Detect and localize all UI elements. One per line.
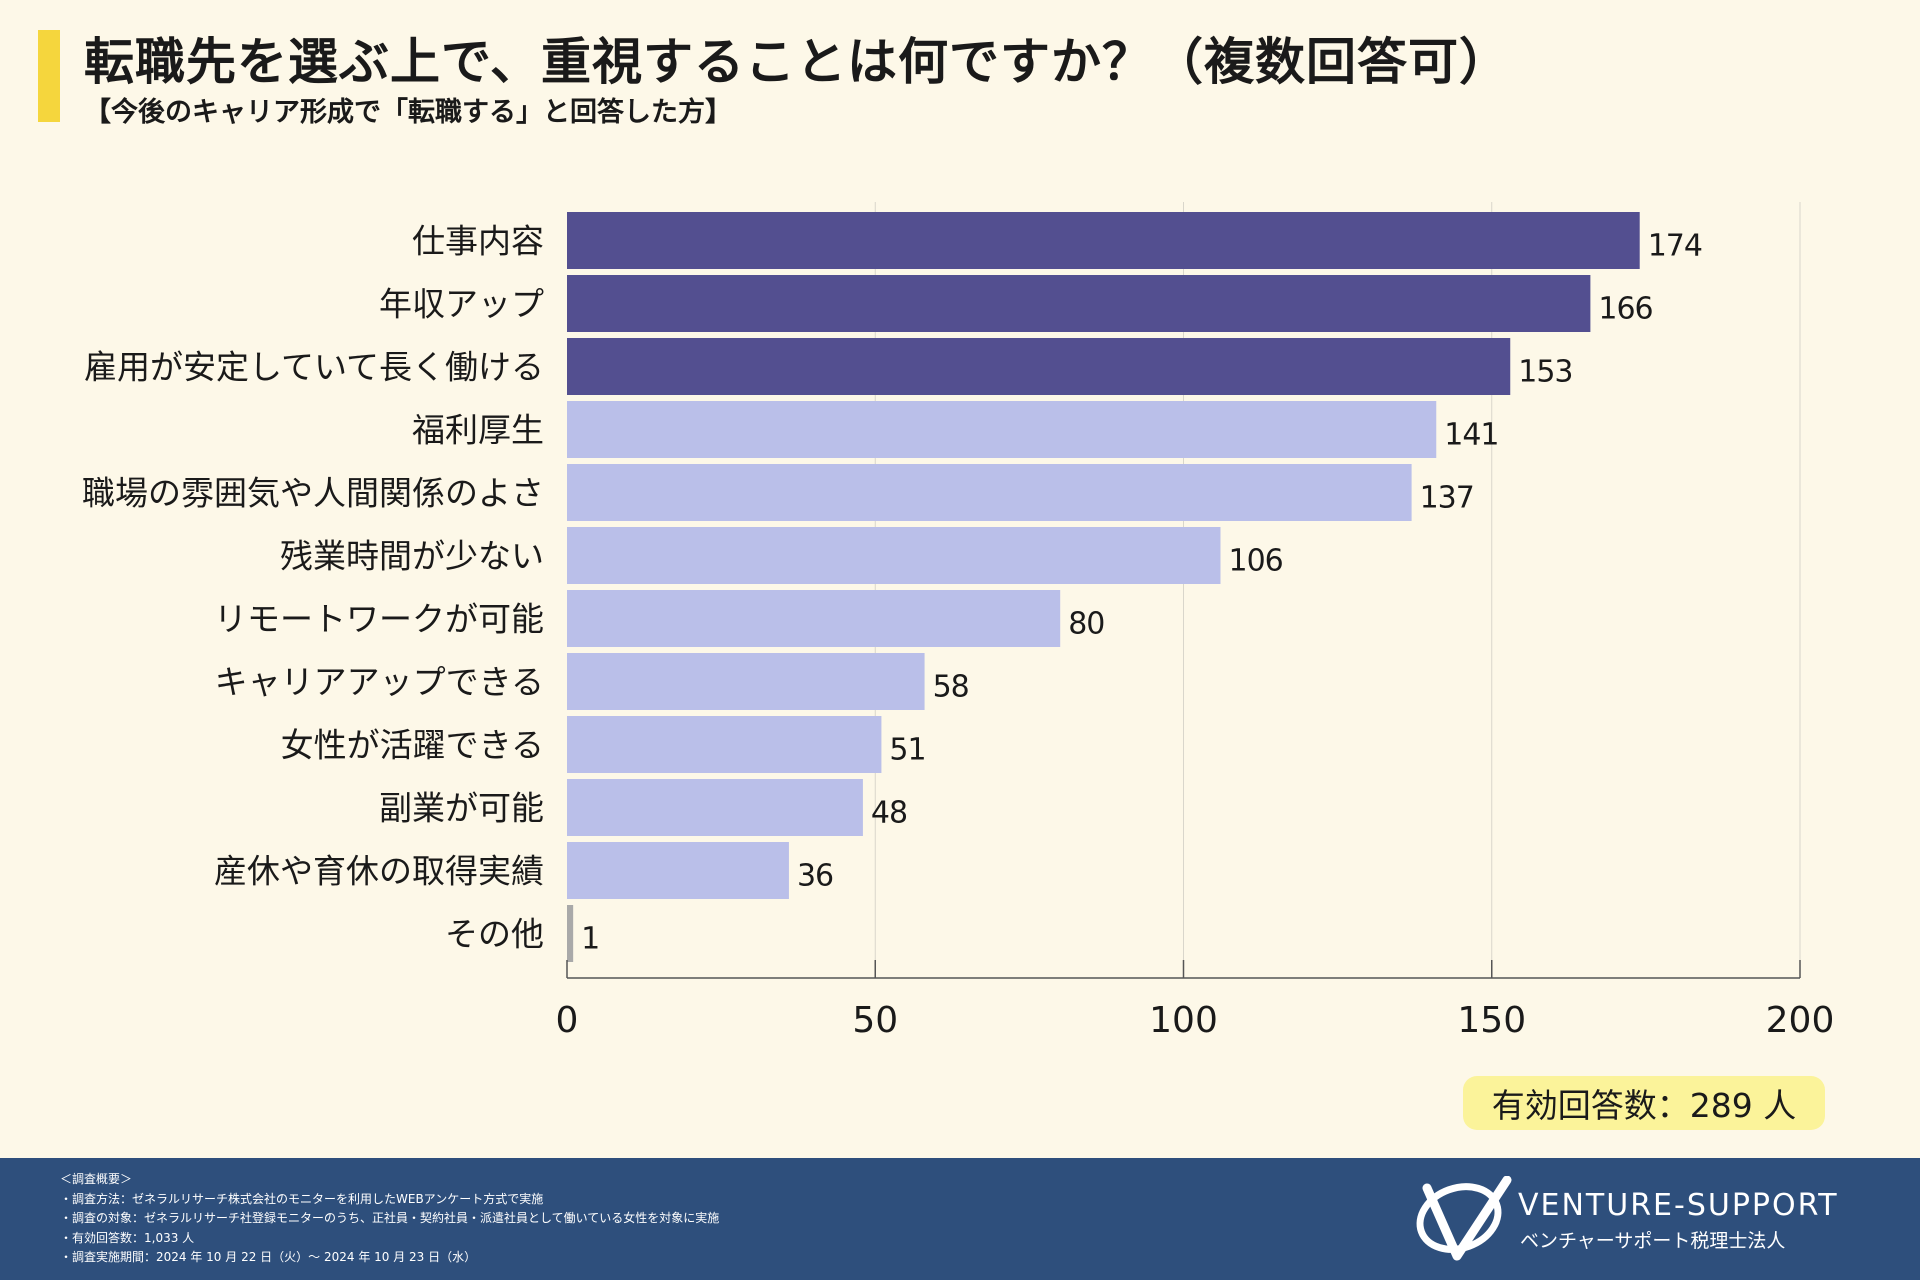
survey-note-line: ＜調査概要＞ [60,1172,133,1186]
category-label: 残業時間が少ない [280,537,544,576]
value-label: 106 [1228,544,1282,579]
bar [567,527,1221,584]
page-title: 転職先を選ぶ上で、重視することは何ですか？（複数回答可） [84,33,1510,91]
bar [567,338,1511,395]
bar-chart: 仕事内容 174 年収アップ 166 雇用が安定していて長く働ける 153 福利厚生 141 職… [82,202,1835,1041]
bar [567,275,1591,332]
footer: ＜調査概要＞ ・調査方法：ゼネラルリサーチ株式会社のモニターを利用したWEBアン… [0,1158,1920,1280]
category-label: 年収アップ [379,285,544,324]
x-tick-label: 50 [852,1000,898,1041]
title-accent-bar [38,30,60,122]
category-label: 職場の雰囲気や人間関係のよさ [82,474,544,513]
category-label: 副業が可能 [379,789,544,828]
category-label: 福利厚生 [412,411,544,450]
x-tick-label: 150 [1457,1000,1526,1041]
survey-note-line: ・調査実施期間：2024 年 10 月 22 日（火）〜 2024 年 10 月… [60,1250,477,1264]
value-label: 153 [1518,355,1572,390]
x-tick-label: 200 [1766,1000,1835,1041]
logo-icon [1416,1176,1512,1261]
category-label: 雇用が安定していて長く働ける [84,348,544,387]
x-tick-label: 0 [556,1000,579,1041]
value-label: 51 [889,733,925,768]
bar [567,464,1412,521]
value-label: 80 [1068,607,1104,642]
category-label: 仕事内容 [412,222,544,261]
bar [567,842,789,899]
bar [567,779,863,836]
category-label: その他 [445,915,544,954]
logo-subtitle: ベンチャーサポート税理士法人 [1520,1230,1786,1252]
value-label: 137 [1420,481,1474,516]
bar [567,212,1640,269]
bar [567,905,574,962]
logo-name: VENTURE-SUPPORT [1518,1188,1839,1223]
page-subtitle: 【今後のキャリア形成で「転職する」と回答した方】 [84,97,732,128]
survey-note-line: ・有効回答数：1,033 人 [60,1230,195,1245]
value-label: 141 [1444,418,1498,453]
bar [567,653,925,710]
category-label: 女性が活躍できる [281,726,544,765]
x-tick-label: 100 [1149,1000,1218,1041]
survey-note-line: ・調査方法：ゼネラルリサーチ株式会社のモニターを利用したWEBアンケート方式で実… [60,1191,544,1206]
value-label: 174 [1648,229,1702,264]
bar [567,716,882,773]
category-label: リモートワークが可能 [214,600,544,639]
category-label: 産休や育休の取得実績 [214,852,544,891]
bar [567,590,1061,647]
value-label: 58 [933,670,969,705]
value-label: 36 [797,859,833,894]
respondents-badge: 有効回答数：289 人 [1463,1076,1825,1130]
category-label: キャリアアップできる [215,663,544,702]
survey-notes: ＜調査概要＞ ・調査方法：ゼネラルリサーチ株式会社のモニターを利用したWEBアン… [60,1170,719,1268]
survey-note-line: ・調査の対象：ゼネラルリサーチ社登録モニターのうち、正社員・契約社員・派遣社員と… [60,1211,720,1225]
value-label: 48 [871,796,907,831]
bar [567,401,1437,458]
value-label: 1 [581,922,599,957]
value-label: 166 [1598,292,1652,327]
